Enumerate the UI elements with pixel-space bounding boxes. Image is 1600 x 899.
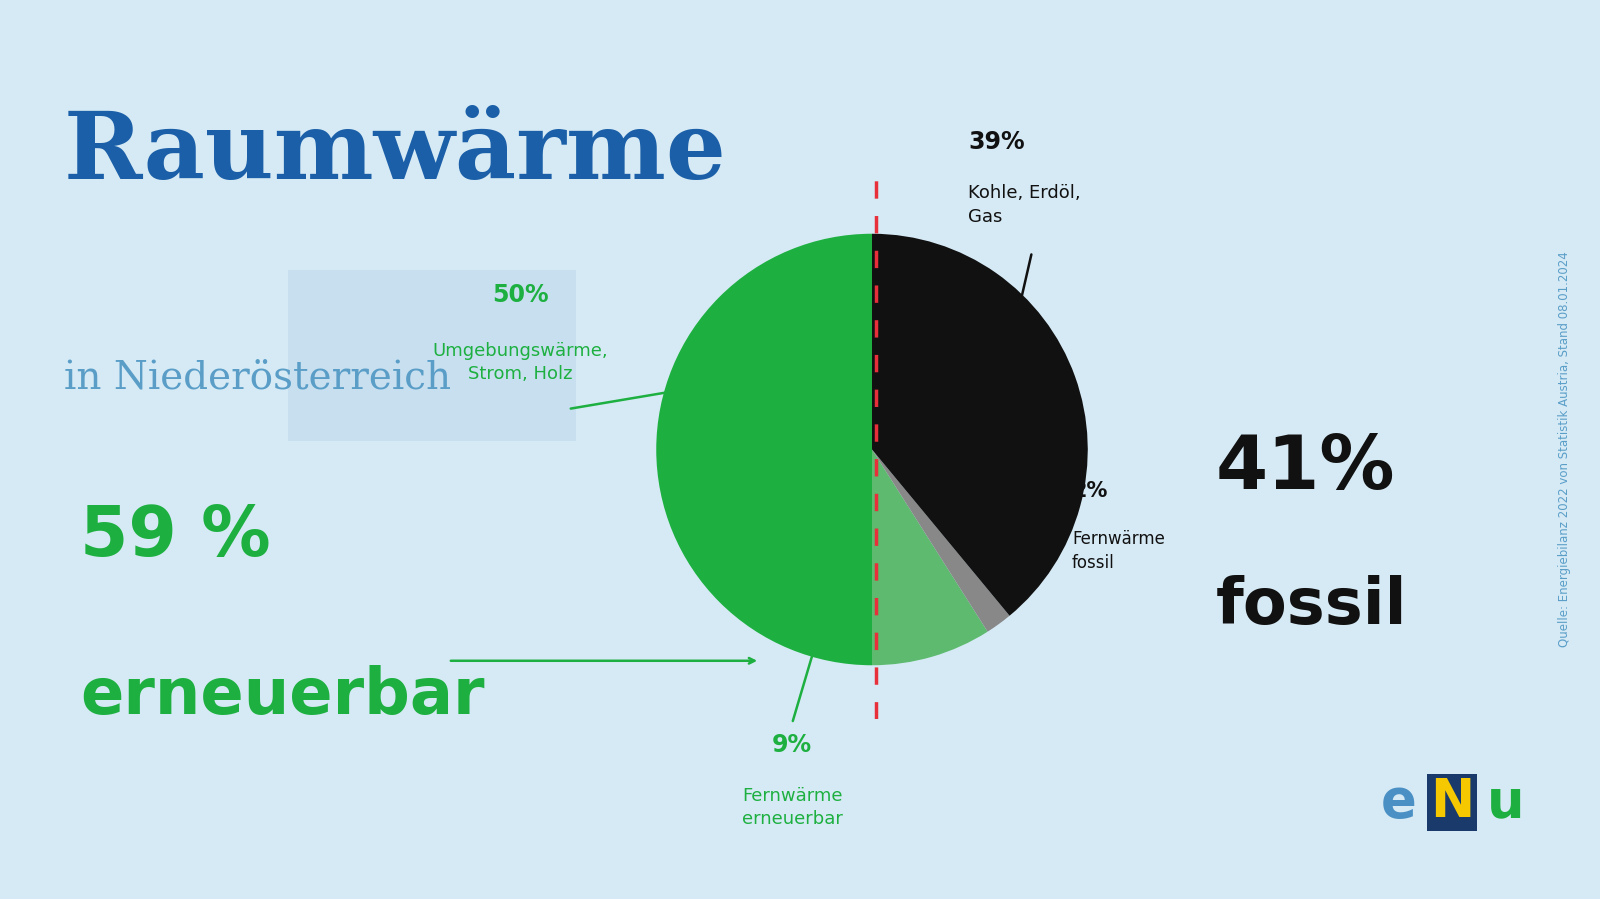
Text: Fernwärme
fossil: Fernwärme fossil	[1072, 530, 1165, 572]
Text: 39%: 39%	[968, 130, 1024, 155]
Wedge shape	[872, 234, 1088, 616]
Text: u: u	[1486, 777, 1525, 828]
Text: N: N	[1430, 777, 1474, 828]
Wedge shape	[656, 234, 872, 665]
Text: 59 %: 59 %	[80, 503, 270, 571]
Text: fossil: fossil	[1216, 575, 1408, 637]
Text: 9%: 9%	[771, 733, 813, 757]
Text: Kohle, Erdöl,
Gas: Kohle, Erdöl, Gas	[968, 184, 1080, 226]
FancyBboxPatch shape	[288, 270, 576, 441]
Text: Fernwärme
erneuerbar: Fernwärme erneuerbar	[741, 787, 843, 828]
Text: Umgebungswärme,
Strom, Holz: Umgebungswärme, Strom, Holz	[432, 342, 608, 383]
Text: Raumwärme: Raumwärme	[64, 108, 726, 198]
Text: in Niederösterreich: in Niederösterreich	[64, 360, 451, 396]
Text: 2%: 2%	[1072, 481, 1107, 501]
Text: 50%: 50%	[491, 283, 549, 307]
Wedge shape	[872, 450, 987, 665]
Text: erneuerbar: erneuerbar	[80, 665, 485, 727]
Text: Quelle: Energiebilanz 2022 von Statistik Austria, Stand 08.01.2024: Quelle: Energiebilanz 2022 von Statistik…	[1558, 252, 1571, 647]
Text: 41%: 41%	[1216, 432, 1395, 504]
Text: e: e	[1381, 777, 1416, 828]
Wedge shape	[872, 450, 1010, 632]
Text: N: N	[1430, 777, 1474, 828]
